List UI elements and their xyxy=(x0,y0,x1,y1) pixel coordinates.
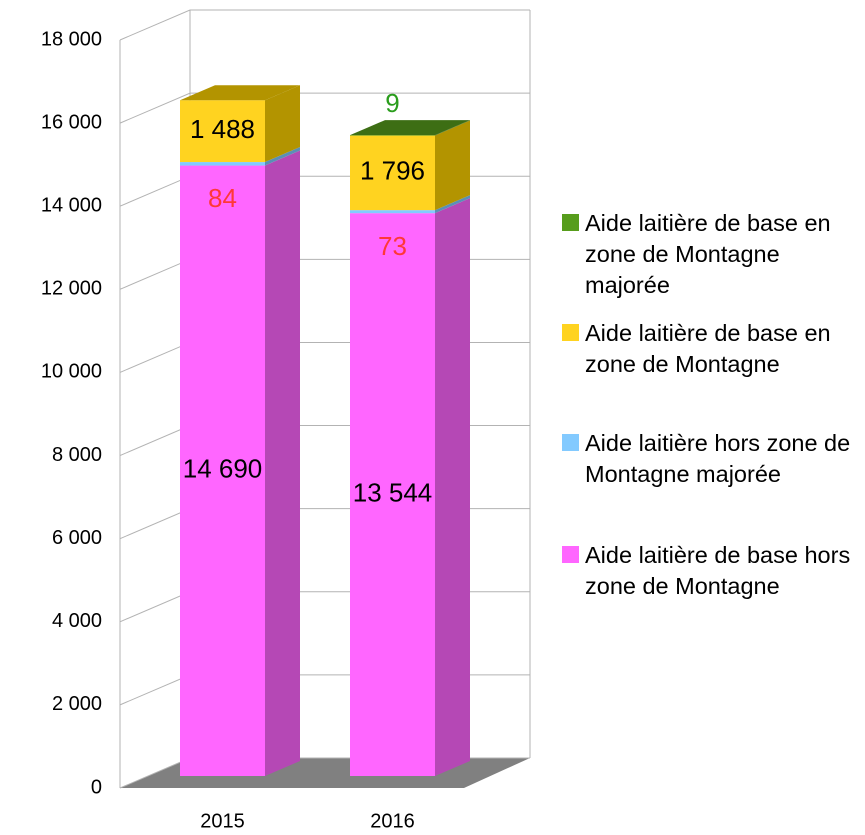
bar-side xyxy=(435,120,470,136)
bar-side xyxy=(435,198,470,776)
data-label: 13 544 xyxy=(353,477,433,507)
y-tick-label: 2 000 xyxy=(52,693,102,715)
bar-segment xyxy=(180,162,265,166)
data-label: 14 690 xyxy=(183,454,263,484)
x-tick-label: 2016 xyxy=(370,810,415,832)
y-tick-label: 0 xyxy=(91,776,102,798)
bar-segment xyxy=(350,135,435,136)
legend-label: Aide laitière de base en zone de Montagn… xyxy=(585,210,831,298)
bar-segment xyxy=(180,100,265,163)
grid-line xyxy=(119,92,530,124)
legend-label: Aide laitière de base en zone de Montagn… xyxy=(585,320,831,377)
legend-swatch xyxy=(562,434,579,451)
legend-label: Aide laitière hors zone de Montagne majo… xyxy=(585,430,851,487)
y-tick-label: 6 000 xyxy=(52,527,102,549)
y-tick-label: 14 000 xyxy=(41,195,102,217)
y-tick-label: 16 000 xyxy=(41,111,102,133)
x-tick-label: 2015 xyxy=(200,810,245,832)
legend-swatch xyxy=(562,324,579,341)
grid-line xyxy=(119,9,530,41)
bar-segment xyxy=(180,165,265,776)
legend-swatch xyxy=(562,546,579,563)
bar-side xyxy=(265,150,300,776)
bar-side xyxy=(265,147,300,166)
y-tick-label: 8 000 xyxy=(52,444,102,466)
bar-segment xyxy=(350,135,435,211)
bar-side xyxy=(265,85,300,163)
bar-segment xyxy=(350,210,435,214)
data-label: 1 488 xyxy=(190,114,255,144)
y-tick-label: 4 000 xyxy=(52,610,102,632)
data-label: 9 xyxy=(385,88,399,118)
y-tick-label: 18 000 xyxy=(41,28,102,50)
legend-swatch xyxy=(562,214,579,231)
data-label: 1 796 xyxy=(360,156,425,186)
data-label: 84 xyxy=(208,183,237,213)
data-label: 73 xyxy=(378,231,407,261)
bar-segment xyxy=(350,213,435,776)
legend-label: Aide laitière de base hors zone de Monta… xyxy=(585,542,851,599)
bar-top xyxy=(180,85,300,101)
y-tick-label: 12 000 xyxy=(41,278,102,300)
bar-side xyxy=(435,195,470,214)
bar-top xyxy=(350,120,470,136)
y-tick-label: 10 000 xyxy=(41,361,102,383)
bar-side xyxy=(435,120,470,211)
